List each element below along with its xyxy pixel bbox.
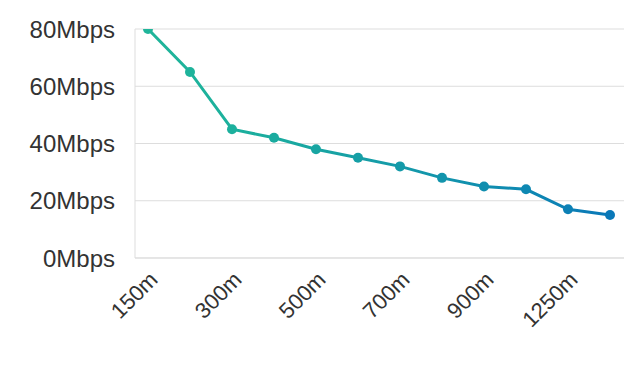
svg-text:1250m: 1250m (517, 267, 582, 332)
svg-text:40Mbps: 40Mbps (30, 130, 115, 157)
svg-text:500m: 500m (274, 267, 331, 324)
svg-text:900m: 900m (442, 267, 499, 324)
svg-text:80Mbps: 80Mbps (30, 16, 115, 43)
svg-text:150m: 150m (106, 267, 163, 324)
svg-text:300m: 300m (190, 267, 247, 324)
svg-text:60Mbps: 60Mbps (30, 73, 115, 100)
svg-text:700m: 700m (358, 267, 415, 324)
svg-text:0Mbps: 0Mbps (43, 245, 115, 272)
svg-text:20Mbps: 20Mbps (30, 187, 115, 214)
